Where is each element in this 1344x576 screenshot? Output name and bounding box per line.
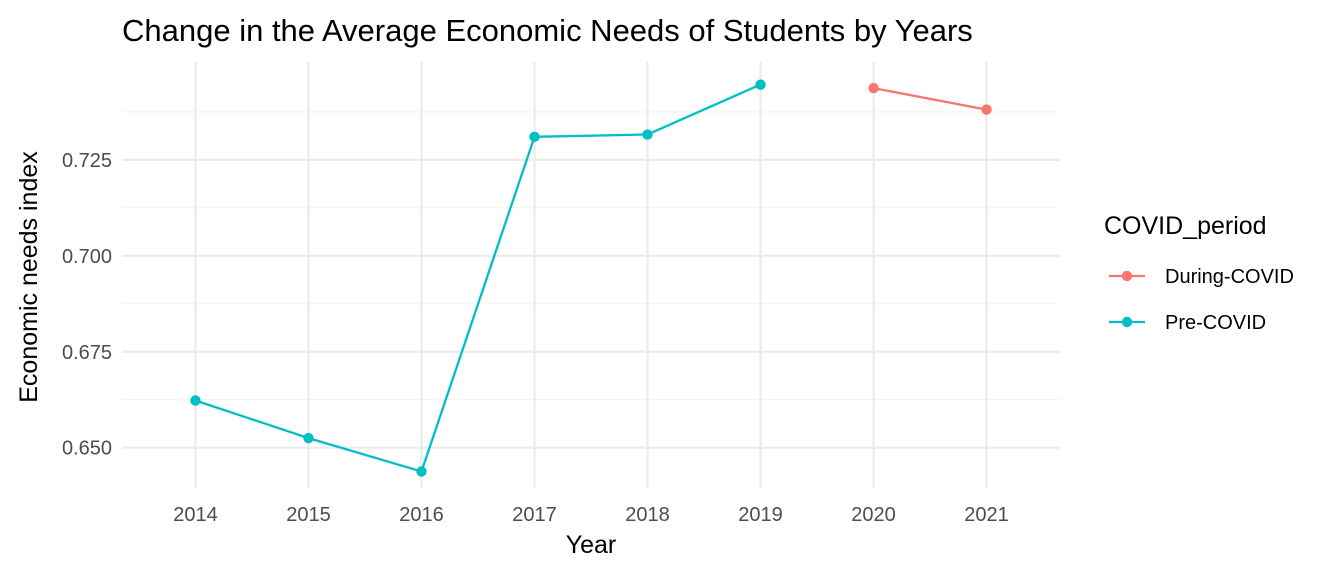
x-tick-label: 2020 (851, 504, 896, 526)
x-tick-label: 2018 (625, 504, 670, 526)
data-point (416, 466, 427, 477)
data-point (981, 104, 992, 115)
data-point (642, 129, 653, 140)
y-tick-label: 0.675 (62, 342, 112, 364)
series-line (873, 86, 987, 111)
legend-label: During-COVID (1165, 266, 1294, 288)
data-points (190, 79, 992, 477)
legend-item: During-COVID (1109, 266, 1294, 288)
x-tick-label: 2015 (286, 504, 331, 526)
x-tick-label: 2021 (964, 504, 1009, 526)
data-point (303, 432, 314, 444)
y-tick-label: 0.650 (62, 438, 112, 460)
x-tick-label: 2019 (738, 504, 783, 526)
legend-label: Pre-COVID (1165, 312, 1266, 334)
legend-title: COVID_period (1104, 212, 1267, 240)
x-tick-label: 2014 (173, 504, 218, 526)
x-axis-title: Year (566, 531, 617, 559)
grid (122, 62, 1060, 488)
x-axis-ticks: 2014 2015 2016 2017 2018 2019 2020 2021 (173, 504, 1009, 526)
data-point (190, 395, 201, 406)
legend-key-point (1121, 270, 1133, 282)
y-tick-label: 0.725 (62, 150, 112, 172)
y-axis-ticks: 0.650 0.675 0.700 0.725 (62, 150, 112, 460)
legend-item: Pre-COVID (1109, 312, 1266, 334)
series-line (195, 83, 761, 473)
data-point (529, 131, 540, 143)
data-point (868, 82, 879, 94)
y-tick-label: 0.700 (62, 246, 112, 268)
y-axis-title: Economic needs index (15, 151, 43, 403)
legend-key-point (1121, 316, 1133, 328)
series-lines (195, 83, 987, 473)
chart-title: Change in the Average Economic Needs of … (122, 13, 973, 48)
legend: COVID_period During-COVID Pre-COVID (1104, 212, 1294, 334)
x-tick-label: 2017 (512, 504, 557, 526)
data-point (755, 79, 766, 90)
x-tick-label: 2016 (399, 504, 444, 526)
